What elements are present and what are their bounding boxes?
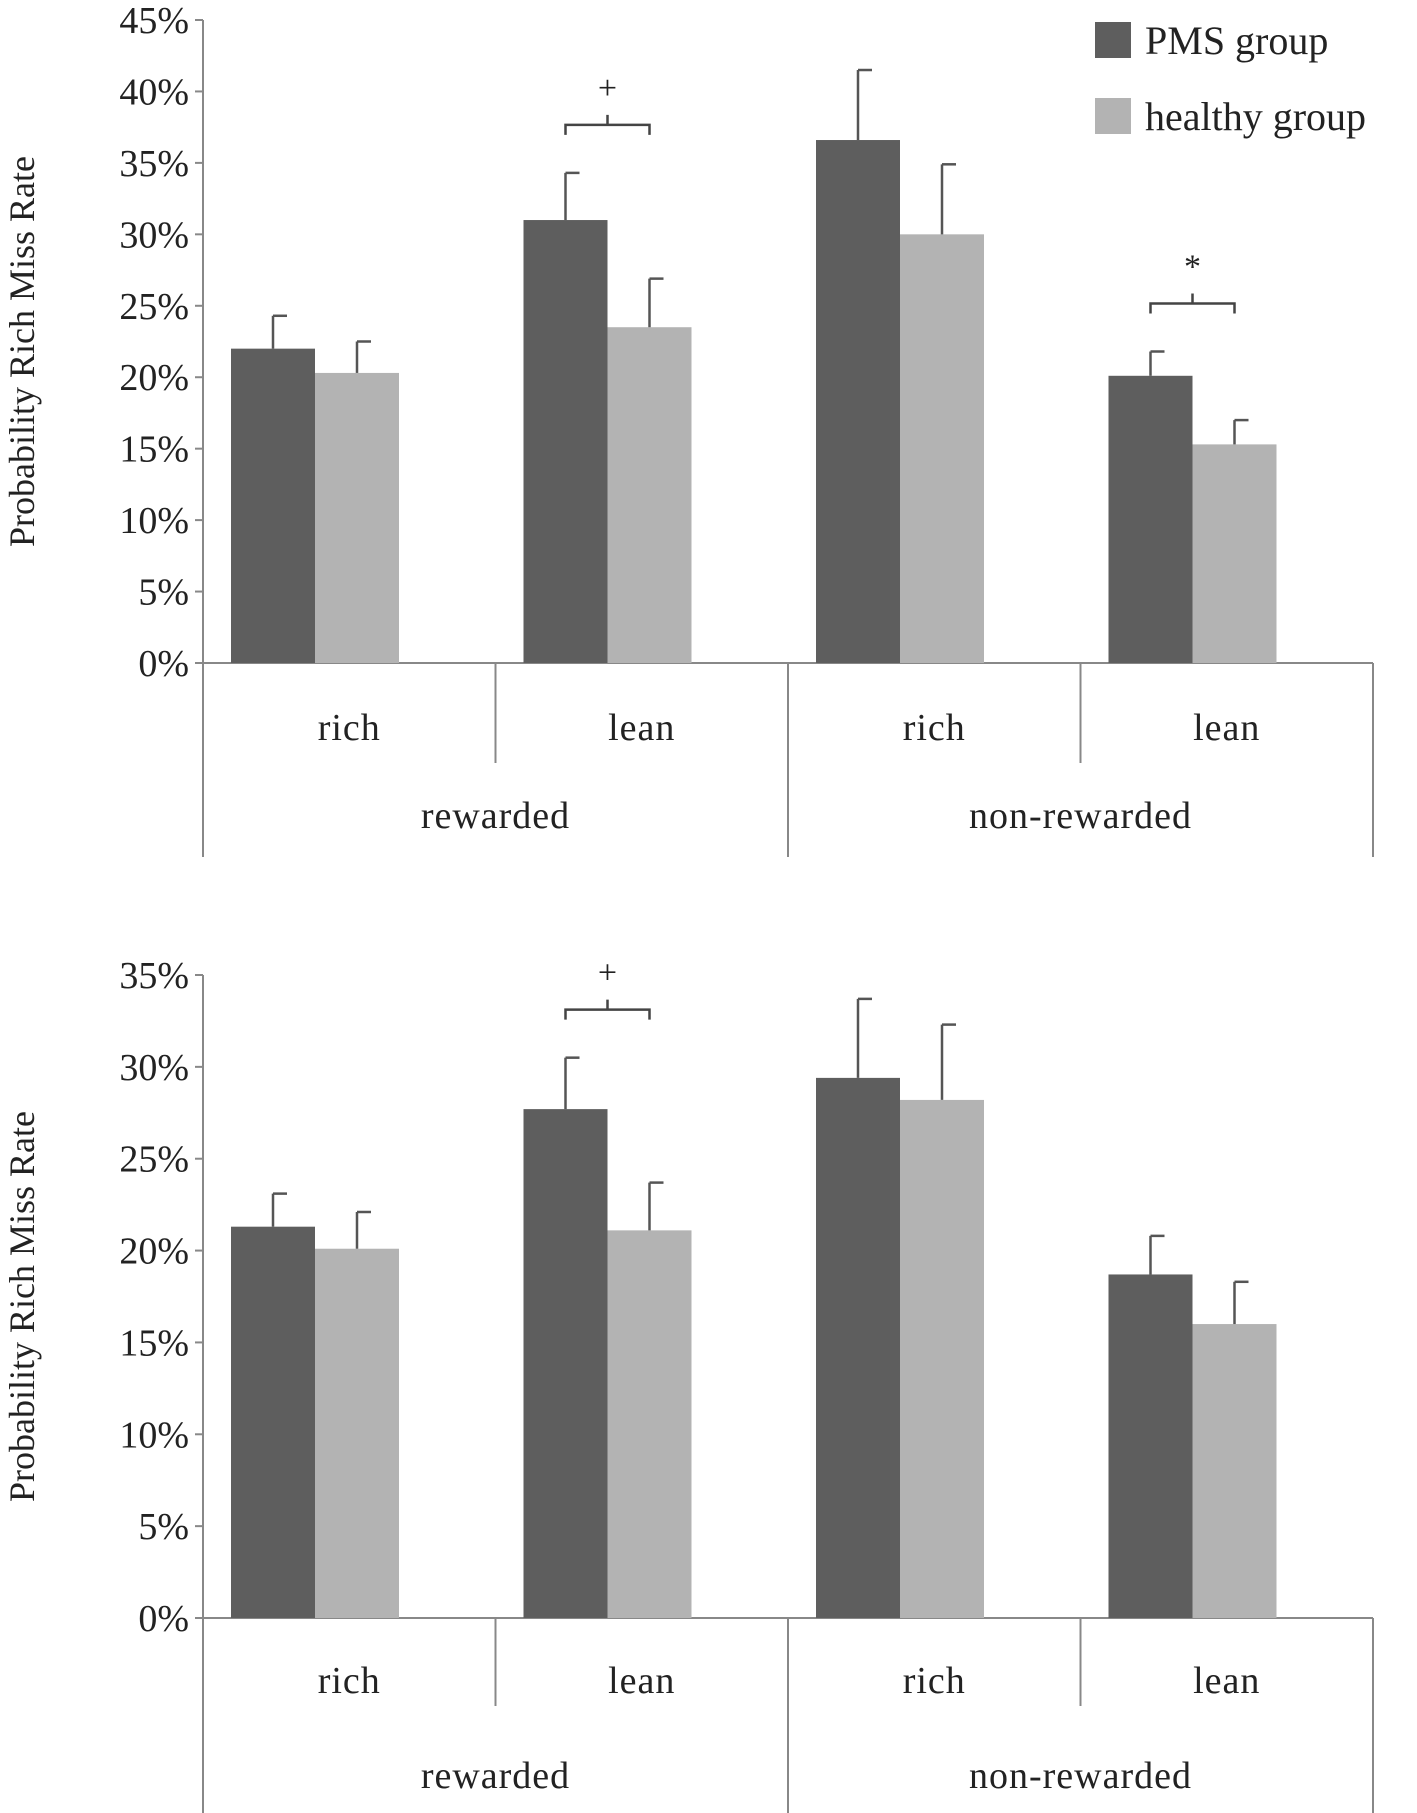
- y-tick-label: 25%: [119, 286, 189, 328]
- x-category-label: rich: [903, 1660, 966, 1702]
- x-category-label: lean: [1193, 707, 1260, 749]
- x-category-label: lean: [608, 1660, 675, 1702]
- x-category-label: rich: [318, 707, 381, 749]
- legend-label: healthy group: [1145, 94, 1366, 139]
- x-category-label: lean: [608, 707, 675, 749]
- y-tick-label: 15%: [119, 429, 189, 471]
- y-tick-label: 30%: [119, 214, 189, 256]
- bar-pms: [1108, 1274, 1193, 1618]
- bar-healthy: [900, 234, 984, 664]
- y-tick-label: 10%: [119, 1414, 189, 1456]
- y-tick-label: 40%: [119, 71, 189, 113]
- legend-swatch-healthy: [1095, 98, 1131, 134]
- y-tick-label: 20%: [119, 357, 189, 399]
- y-tick-label: 0%: [138, 643, 189, 685]
- legend-label: PMS group: [1145, 18, 1328, 63]
- x-category-label: rich: [903, 707, 966, 749]
- x-category-label: lean: [1193, 1660, 1260, 1702]
- significance-bracket: [1149, 293, 1236, 314]
- y-tick-label: 15%: [119, 1322, 189, 1364]
- bar-pms: [523, 220, 608, 664]
- bar-pms: [231, 1226, 315, 1618]
- x-group-label: non-rewarded: [969, 795, 1192, 837]
- y-tick-label: 45%: [119, 0, 189, 42]
- bar-healthy: [607, 327, 692, 663]
- bar-pms: [1108, 375, 1193, 663]
- significance-marker: +: [598, 955, 617, 992]
- bar-healthy: [315, 1248, 399, 1618]
- y-tick-label: 30%: [119, 1047, 189, 1089]
- significance-bracket: [564, 999, 651, 1020]
- bar-healthy: [1192, 1324, 1277, 1618]
- y-tick-label: 0%: [138, 1598, 189, 1640]
- significance-bracket: [564, 114, 651, 135]
- bar-healthy: [607, 1230, 692, 1618]
- bar-healthy: [315, 372, 399, 663]
- y-tick-label: 35%: [119, 143, 189, 185]
- bar-pms: [231, 348, 315, 663]
- x-category-label: rich: [318, 1660, 381, 1702]
- x-group-label: rewarded: [421, 795, 570, 837]
- x-group-label: rewarded: [421, 1755, 570, 1797]
- bar-pms: [816, 1077, 900, 1618]
- y-tick-label: 25%: [119, 1139, 189, 1181]
- legend-swatch-pms: [1095, 22, 1131, 58]
- y-tick-label: 10%: [119, 500, 189, 542]
- chart-top: 0% 5% 10% 15% 20% 25% 30% 35% 40% 45% Probability …: [2, 0, 1374, 857]
- bar-healthy: [900, 1099, 984, 1618]
- significance-marker: *: [1184, 249, 1201, 286]
- bar-healthy: [1192, 444, 1277, 663]
- y-tick-label: 35%: [119, 955, 189, 997]
- bar-pms: [816, 140, 900, 663]
- chart-bottom: 0% 5% 10% 15% 20% 25% 30% 35% Probability Rich M…: [2, 955, 1374, 1813]
- y-tick-label: 5%: [138, 572, 189, 614]
- y-axis-title: Probability Rich Miss Rate: [2, 1111, 42, 1502]
- y-tick-label: 5%: [138, 1506, 189, 1548]
- x-group-label: non-rewarded: [969, 1755, 1192, 1797]
- y-axis-title: Probability Rich Miss Rate: [2, 156, 42, 547]
- y-tick-label: 20%: [119, 1231, 189, 1273]
- significance-marker: +: [598, 70, 617, 107]
- bar-pms: [523, 1109, 608, 1618]
